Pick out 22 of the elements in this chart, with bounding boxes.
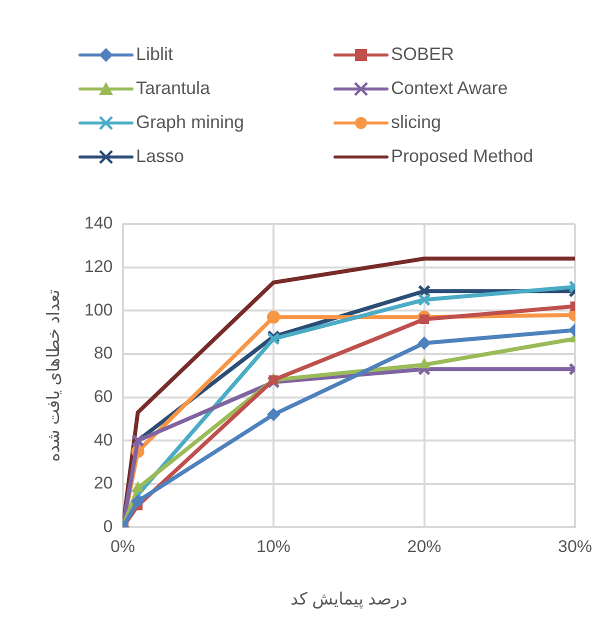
legend-label: Tarantula — [136, 78, 210, 98]
y-tick-label: 60 — [94, 386, 113, 406]
y-tick-label: 20 — [94, 474, 113, 493]
y-tick-label: 0 — [103, 516, 113, 536]
x-tick-label: 10% — [256, 537, 291, 556]
y-tick-label: 100 — [84, 300, 113, 320]
legend-label: Context Aware — [391, 78, 508, 98]
legend-label: SOBER — [391, 44, 454, 64]
legend-label: Lasso — [136, 146, 184, 166]
y-tick-label: 80 — [94, 344, 113, 363]
x-axis-title: درصد پیمایش کد — [290, 589, 408, 610]
y-tick-label: 120 — [84, 257, 113, 276]
x-tick-label: 30% — [558, 537, 592, 556]
legend-label: Graph mining — [136, 112, 244, 132]
y-axis-title: تعداد خطاهای یافت شده — [44, 289, 63, 462]
x-tick-label: 0% — [110, 537, 136, 556]
legend-label: slicing — [391, 112, 442, 132]
y-tick-label: 40 — [94, 430, 113, 450]
x-tick-label: 20% — [407, 537, 442, 556]
legend-label: Proposed Method — [391, 146, 534, 166]
legend-label: Liblit — [136, 44, 174, 64]
y-tick-label: 140 — [84, 214, 113, 233]
